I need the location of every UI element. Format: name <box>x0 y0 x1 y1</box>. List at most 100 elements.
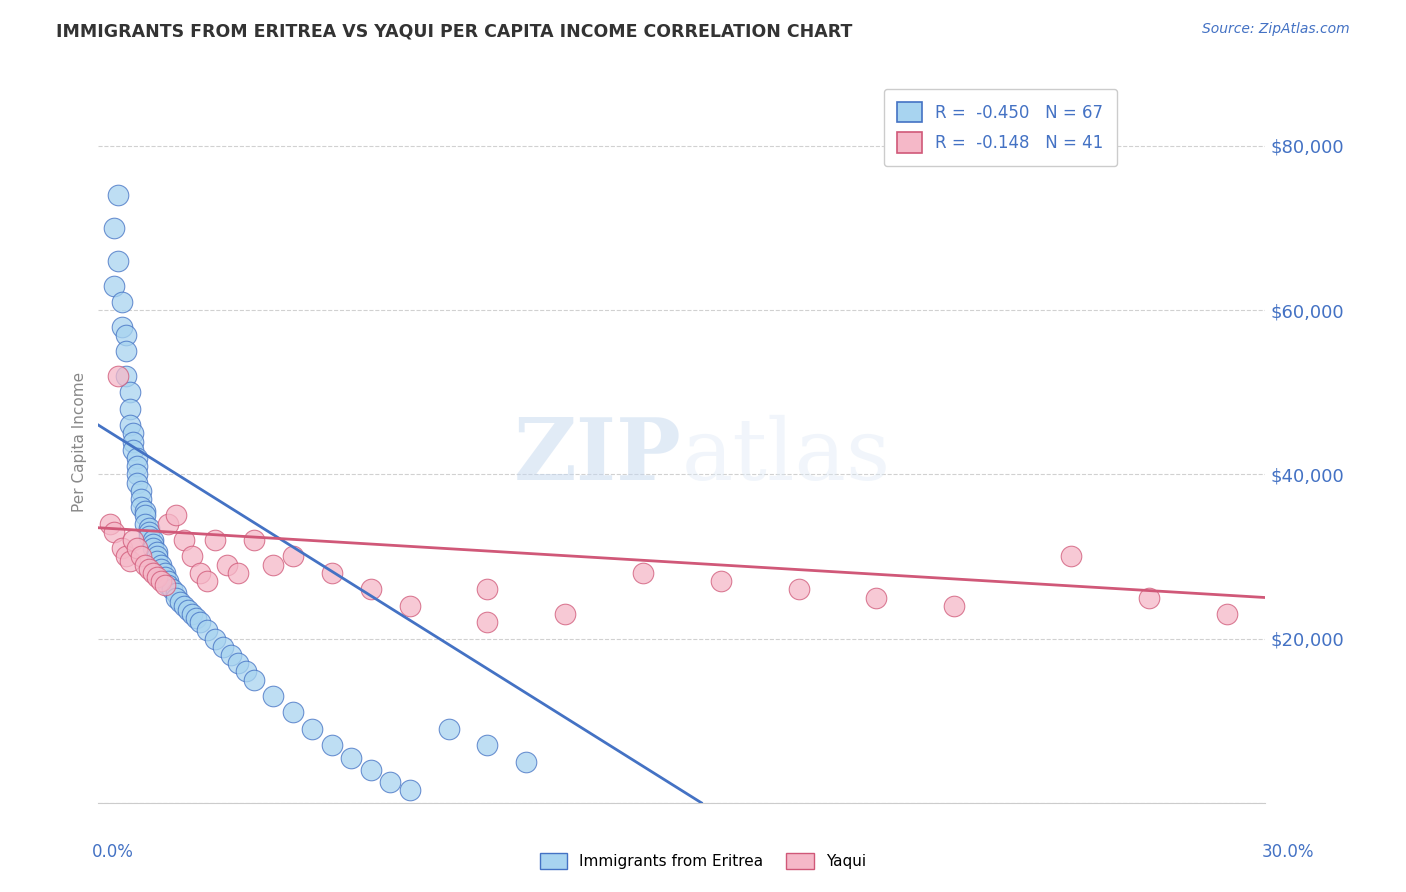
Point <box>787 582 810 597</box>
Point <box>215 558 238 572</box>
Point <box>103 278 125 293</box>
Point <box>188 566 211 580</box>
Point <box>98 516 121 531</box>
Point <box>165 508 187 523</box>
Point <box>281 706 304 720</box>
Text: ZIP: ZIP <box>515 414 682 498</box>
Point <box>114 344 136 359</box>
Point <box>180 549 202 564</box>
Point <box>146 545 169 559</box>
Point <box>173 599 195 613</box>
Point <box>204 632 226 646</box>
Point <box>184 611 207 625</box>
Point <box>149 562 172 576</box>
Point <box>219 648 242 662</box>
Point <box>554 607 576 621</box>
Point <box>477 615 499 630</box>
Point <box>710 574 733 588</box>
Point <box>165 591 187 605</box>
Point <box>134 504 156 518</box>
Point <box>118 401 141 416</box>
Point <box>129 483 152 498</box>
Text: Source: ZipAtlas.com: Source: ZipAtlas.com <box>1202 22 1350 37</box>
Point <box>146 570 169 584</box>
Point <box>360 763 382 777</box>
Point <box>212 640 235 654</box>
Point <box>107 188 129 202</box>
Point <box>380 775 402 789</box>
Point <box>943 599 966 613</box>
Point <box>134 516 156 531</box>
Point <box>118 385 141 400</box>
Point <box>138 529 160 543</box>
Point <box>1060 549 1083 564</box>
Point <box>228 657 250 671</box>
Point <box>118 553 141 567</box>
Point <box>114 549 136 564</box>
Legend: R =  -0.450   N = 67, R =  -0.148   N = 41: R = -0.450 N = 67, R = -0.148 N = 41 <box>884 88 1116 166</box>
Point <box>134 558 156 572</box>
Point <box>127 541 149 556</box>
Text: IMMIGRANTS FROM ERITREA VS YAQUI PER CAPITA INCOME CORRELATION CHART: IMMIGRANTS FROM ERITREA VS YAQUI PER CAP… <box>56 22 852 40</box>
Text: 0.0%: 0.0% <box>91 843 134 861</box>
Point <box>127 450 149 465</box>
Point <box>118 418 141 433</box>
Point <box>162 582 184 597</box>
Point <box>142 566 165 580</box>
Point <box>1137 591 1160 605</box>
Point <box>195 574 218 588</box>
Point <box>321 739 343 753</box>
Point <box>321 566 343 580</box>
Point <box>1215 607 1237 621</box>
Point <box>515 755 537 769</box>
Point <box>477 582 499 597</box>
Point <box>103 221 125 235</box>
Point <box>122 426 145 441</box>
Point <box>127 459 149 474</box>
Point <box>127 475 149 490</box>
Point <box>188 615 211 630</box>
Point <box>157 516 180 531</box>
Point <box>180 607 202 621</box>
Point <box>114 368 136 383</box>
Point <box>146 549 169 564</box>
Point <box>103 524 125 539</box>
Point <box>127 467 149 482</box>
Point <box>138 524 160 539</box>
Point <box>262 689 284 703</box>
Legend: Immigrants from Eritrea, Yaqui: Immigrants from Eritrea, Yaqui <box>534 847 872 875</box>
Point <box>149 574 172 588</box>
Text: 30.0%: 30.0% <box>1263 843 1315 861</box>
Point <box>177 603 200 617</box>
Point <box>122 442 145 457</box>
Point <box>262 558 284 572</box>
Point <box>235 665 257 679</box>
Point <box>111 319 134 334</box>
Point <box>243 533 266 547</box>
Point <box>157 574 180 588</box>
Point <box>149 558 172 572</box>
Point <box>122 533 145 547</box>
Point <box>153 566 176 580</box>
Point <box>111 541 134 556</box>
Point <box>243 673 266 687</box>
Point <box>111 295 134 310</box>
Point <box>360 582 382 597</box>
Point <box>228 566 250 580</box>
Point <box>122 434 145 449</box>
Point <box>157 578 180 592</box>
Point <box>142 537 165 551</box>
Point <box>173 533 195 547</box>
Point <box>437 722 460 736</box>
Point <box>281 549 304 564</box>
Point <box>169 594 191 608</box>
Point <box>865 591 887 605</box>
Point <box>107 253 129 268</box>
Point <box>129 549 152 564</box>
Point <box>142 533 165 547</box>
Point <box>631 566 654 580</box>
Point <box>195 624 218 638</box>
Point <box>134 508 156 523</box>
Point <box>398 783 420 797</box>
Point <box>153 578 176 592</box>
